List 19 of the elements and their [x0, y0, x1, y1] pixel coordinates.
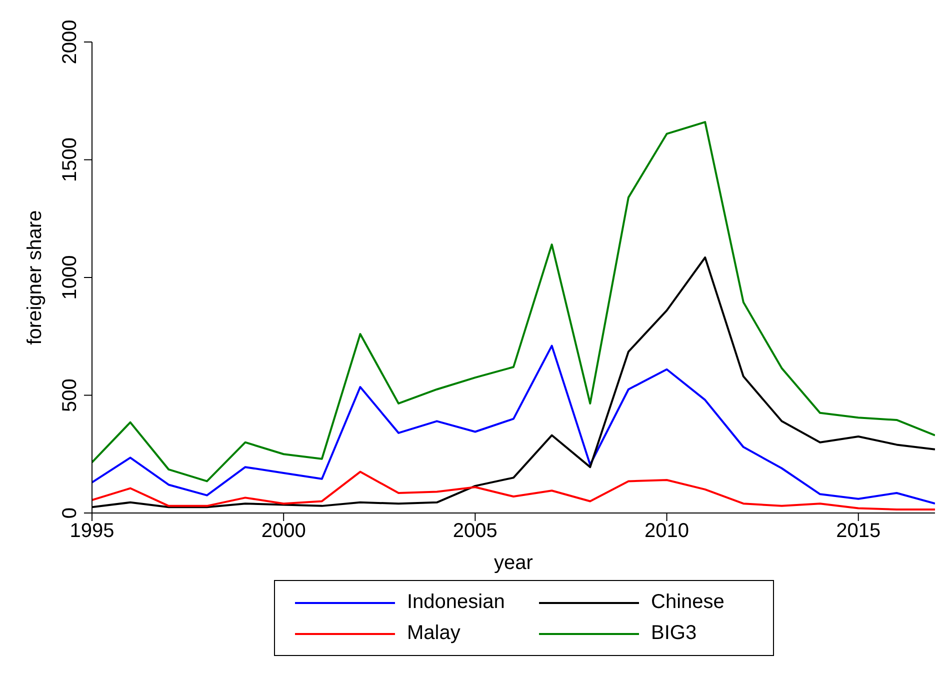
x-tick-label: 2010	[644, 520, 690, 542]
line-series	[92, 344, 935, 505]
legend-label: BIG3	[651, 622, 697, 645]
legend-label: Indonesian	[407, 591, 505, 614]
y-axis-title: foreigner share	[24, 210, 46, 345]
line-series	[92, 121, 935, 482]
y-tick-label: 500	[59, 378, 81, 412]
x-axis-title: year	[494, 552, 534, 574]
x-tick-label: 2005	[452, 520, 498, 542]
x-tick-label: 2015	[836, 520, 881, 542]
y-tick-label: 1500	[59, 138, 81, 182]
legend-label: Malay	[407, 622, 460, 645]
legend-label: Chinese	[651, 591, 724, 614]
line-series	[92, 470, 935, 510]
y-tick-label: 0	[59, 507, 81, 519]
x-tick-label: 2000	[261, 520, 306, 542]
x-tick-label: 1995	[70, 520, 114, 542]
y-tick-label: 2000	[59, 20, 81, 64]
y-tick-label: 1000	[59, 255, 81, 300]
